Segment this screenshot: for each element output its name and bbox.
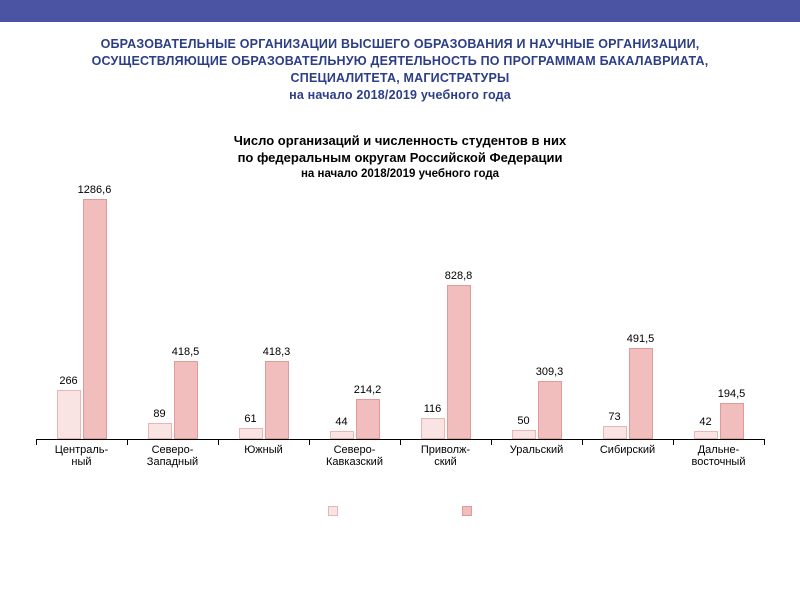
page-header: ОБРАЗОВАТЕЛЬНЫЕ ОРГАНИЗАЦИИ ВЫСШЕГО ОБРА… [0, 22, 800, 106]
x-label: Северо- Западный [147, 444, 198, 468]
legend-swatch-1 [328, 506, 338, 516]
bar-value-label: 418,3 [263, 346, 291, 358]
chart-title-line-3: на начало 2018/2019 учебного года [40, 167, 760, 183]
bar-group: 42194,5 [694, 403, 744, 439]
bar-value-label: 309,3 [536, 366, 564, 378]
bar-value-label: 44 [335, 416, 347, 428]
bar-students: 214,2 [356, 399, 380, 439]
bar-orgs: 116 [421, 418, 445, 440]
bar-value-label: 418,5 [172, 346, 200, 358]
bar-orgs: 44 [330, 431, 354, 439]
x-label: Северо- Кавказский [326, 444, 383, 468]
bar-students: 1286,6 [83, 199, 107, 439]
x-label: Уральский [510, 444, 563, 456]
bar-value-label: 214,2 [354, 384, 382, 396]
chart-title-line-1: Число организаций и численность студенто… [40, 132, 760, 150]
bar-value-label: 194,5 [718, 388, 746, 400]
bar-group: 116828,8 [421, 285, 471, 439]
x-label: Дальне- восточный [692, 444, 746, 468]
x-axis-labels: Централь- ный Северо- Западный Южный Северо… [36, 440, 764, 474]
legend-swatch-2 [462, 506, 472, 516]
bar-students: 194,5 [720, 403, 744, 439]
legend [0, 474, 800, 520]
bar-orgs: 61 [239, 428, 263, 439]
bar-value-label: 89 [153, 408, 165, 420]
bar-students: 418,3 [265, 361, 289, 439]
x-label: Южный [244, 444, 283, 456]
chart-area: 2661286,689418,561418,344214,2116828,850… [36, 194, 764, 474]
bar-value-label: 50 [517, 415, 529, 427]
bar-value-label: 61 [244, 413, 256, 425]
bar-value-label: 828,8 [445, 270, 473, 282]
x-label: Централь- ный [55, 444, 108, 468]
bar-group: 2661286,6 [57, 199, 107, 439]
bar-value-label: 73 [608, 411, 620, 423]
bar-value-label: 266 [59, 375, 77, 387]
header-line-2: ОСУЩЕСТВЛЯЮЩИЕ ОБРАЗОВАТЕЛЬНУЮ ДЕЯТЕЛЬНО… [40, 53, 760, 70]
header-line-1: ОБРАЗОВАТЕЛЬНЫЕ ОРГАНИЗАЦИИ ВЫСШЕГО ОБРА… [40, 36, 760, 53]
bar-value-label: 491,5 [627, 333, 655, 345]
x-label: Сибирский [600, 444, 655, 456]
bar-group: 73491,5 [603, 348, 653, 440]
bar-group: 61418,3 [239, 361, 289, 439]
chart-plot: 2661286,689418,561418,344214,2116828,850… [36, 194, 764, 440]
chart-title-line-2: по федеральным округам Российской Федера… [40, 149, 760, 167]
bar-students: 491,5 [629, 348, 653, 440]
bar-value-label: 42 [699, 416, 711, 428]
chart-title: Число организаций и численность студенто… [0, 106, 800, 183]
bar-orgs: 42 [694, 431, 718, 439]
bar-value-label: 116 [424, 403, 442, 415]
header-line-3: СПЕЦИАЛИТЕТА, МАГИСТРАТУРЫ [40, 70, 760, 87]
header-band [0, 0, 800, 22]
bar-orgs: 89 [148, 423, 172, 440]
bar-students: 418,5 [174, 361, 198, 439]
bar-group: 50309,3 [512, 381, 562, 439]
bar-orgs: 50 [512, 430, 536, 439]
bar-students: 309,3 [538, 381, 562, 439]
bar-group: 44214,2 [330, 399, 380, 439]
bar-value-label: 1286,6 [78, 184, 112, 196]
bar-group: 89418,5 [148, 361, 198, 439]
header-line-4: на начало 2018/2019 учебного года [40, 87, 760, 104]
bar-orgs: 266 [57, 390, 81, 440]
x-label: Приволж- ский [421, 444, 470, 468]
x-tick [764, 439, 765, 445]
bar-orgs: 73 [603, 426, 627, 440]
bar-students: 828,8 [447, 285, 471, 439]
